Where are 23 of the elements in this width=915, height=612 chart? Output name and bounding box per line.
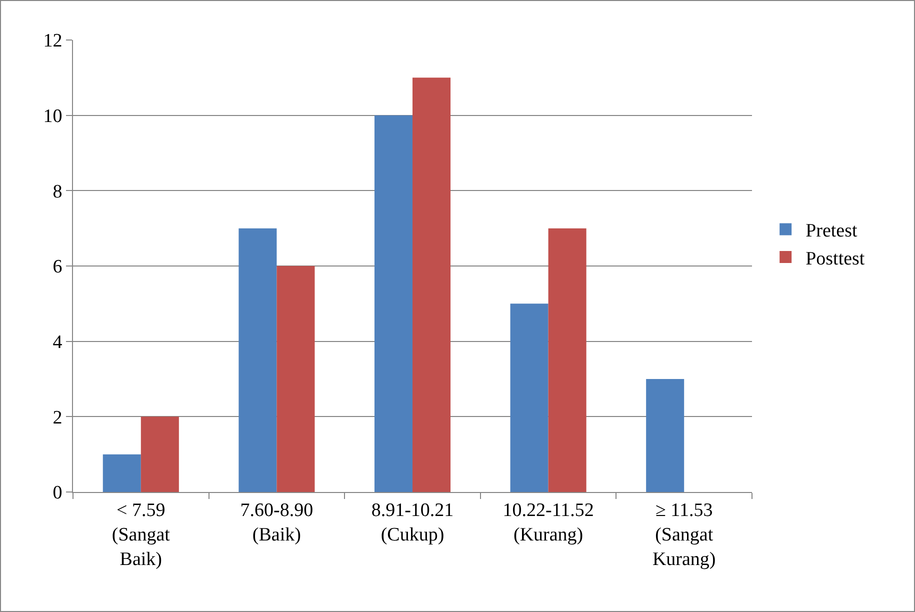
y-tick-label: 6: [52, 256, 62, 278]
bar: [510, 304, 548, 492]
x-tick-label: 7.60-8.90 (Baik): [240, 500, 314, 546]
x-tick-label: ≥ 11.53 (Sangat Kurang): [652, 500, 716, 570]
y-tick-label: 10: [43, 106, 62, 127]
bar: [238, 228, 277, 492]
legend-label: Posttest: [806, 248, 866, 270]
x-tick-label: < 7.59 (Sangat Baik): [112, 500, 171, 570]
y-tick-label: 4: [52, 332, 63, 353]
y-tick-label: 2: [52, 407, 62, 428]
bar: [140, 416, 179, 492]
bar: [102, 454, 141, 492]
y-tick-label: 12: [43, 30, 62, 52]
bar: [412, 78, 451, 492]
bar: [646, 379, 684, 492]
y-tick-label: 0: [52, 482, 62, 504]
x-tick-label: 8.91-10.21 (Cukup): [371, 500, 454, 546]
bar: [548, 228, 586, 492]
legend-label: Pretest: [806, 220, 858, 242]
bar: [276, 266, 315, 492]
bar: [374, 115, 412, 492]
x-tick-label: 10.22-11.52 (Kurang): [502, 500, 594, 546]
y-tick-label: 8: [52, 181, 62, 202]
